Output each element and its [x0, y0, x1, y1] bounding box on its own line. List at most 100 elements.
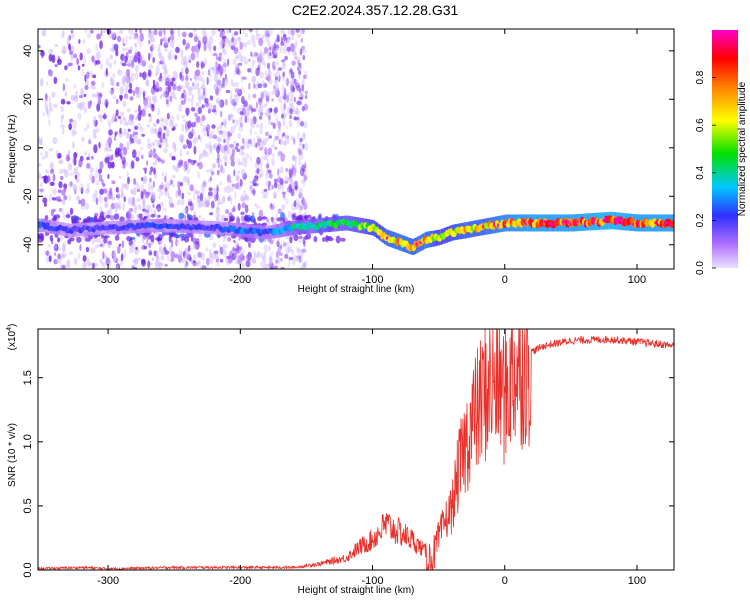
noise-dot [137, 36, 142, 45]
noise-dot [299, 137, 303, 143]
noise-dot [191, 93, 194, 101]
noise-dot [82, 261, 87, 269]
noise-dot [86, 33, 91, 39]
noise-dot [139, 29, 142, 35]
noise-dot [277, 246, 282, 255]
noise-dot [169, 49, 173, 56]
noise-dot [62, 127, 65, 135]
noise-dot [277, 120, 281, 130]
noise-dot [189, 184, 194, 192]
noise-dot [167, 84, 172, 93]
noise-dot [96, 103, 101, 112]
noise-dot [142, 71, 147, 80]
noise-dot [216, 99, 219, 104]
noise-dot [59, 262, 63, 269]
noise-dot [163, 125, 167, 131]
noise-dot [286, 179, 291, 183]
noise-dot [141, 259, 146, 267]
noise-dot [169, 202, 175, 208]
noise-dot [271, 217, 274, 223]
noise-dot [197, 40, 201, 49]
noise-dot [128, 196, 133, 206]
noise-dot [133, 131, 139, 135]
noise-dot [69, 207, 74, 216]
noise-dot [158, 86, 163, 92]
noise-dot [153, 29, 158, 36]
noise-dot [274, 79, 279, 83]
noise-dot [234, 55, 240, 61]
noise-dot [283, 102, 286, 111]
noise-dot [52, 173, 56, 182]
snr-plot-area [38, 329, 674, 570]
noise-dot [293, 116, 297, 121]
noise-dot [238, 116, 243, 125]
noise-dot [80, 187, 84, 195]
noise-dot [94, 244, 100, 249]
noise-dot [168, 182, 171, 187]
noise-dot [182, 31, 187, 38]
noise-dot [295, 29, 300, 33]
noise-dot [239, 249, 245, 254]
noise-dot [158, 30, 163, 37]
noise-dot [156, 118, 160, 124]
noise-dot [297, 248, 301, 255]
noise-dot [255, 106, 258, 111]
noise-dot [172, 164, 176, 170]
noise-dot [177, 29, 181, 38]
noise-dot [277, 236, 280, 243]
noise-dot [297, 66, 300, 71]
noise-dot [121, 62, 127, 67]
noise-dot [288, 168, 293, 175]
x-tick-label: -300 [97, 274, 119, 286]
noise-dot [279, 128, 282, 133]
noise-dot [205, 266, 211, 269]
noise-dot [119, 95, 123, 102]
noise-dot [104, 203, 108, 209]
noise-dot [267, 29, 271, 33]
noise-dot [222, 235, 227, 243]
noise-dot [124, 93, 128, 99]
noise-dot [262, 51, 266, 56]
noise-dot [295, 255, 299, 262]
noise-dot [122, 55, 126, 62]
noise-dot [105, 58, 110, 67]
noise-dot [114, 132, 117, 138]
noise-dot [296, 100, 301, 106]
noise-dot [196, 197, 199, 204]
noise-dot [122, 100, 127, 108]
noise-dot [130, 188, 133, 194]
noise-dot [229, 179, 233, 183]
noise-dot [48, 193, 53, 202]
noise-dot [179, 181, 184, 187]
y-tick-label: 0.5 [22, 498, 34, 513]
noise-dot [287, 245, 293, 253]
noise-dot [74, 174, 78, 180]
noise-dot [223, 251, 228, 258]
noise-dot [235, 174, 240, 182]
noise-dot [245, 108, 250, 116]
noise-dot [52, 137, 58, 145]
noise-dot [237, 181, 240, 186]
noise-dot [145, 79, 150, 87]
noise-dot [134, 109, 137, 113]
noise-dot [217, 201, 223, 205]
noise-dot [298, 235, 303, 240]
noise-dot [172, 83, 177, 91]
noise-dot [295, 111, 299, 115]
noise-dot [264, 147, 268, 156]
band-dot [163, 232, 171, 236]
noise-dot [152, 148, 156, 154]
noise-dot [190, 247, 193, 252]
noise-dot [95, 166, 98, 174]
noise-dot [109, 187, 113, 196]
noise-dot [108, 207, 112, 217]
noise-dot [196, 102, 199, 108]
noise-dot [155, 156, 158, 165]
noise-dot [95, 127, 100, 133]
noise-dot [64, 91, 68, 97]
noise-dot [131, 119, 135, 127]
noise-dot [60, 124, 66, 129]
noise-dot [163, 71, 168, 76]
noise-dot [169, 81, 174, 87]
noise-dot [73, 83, 77, 89]
